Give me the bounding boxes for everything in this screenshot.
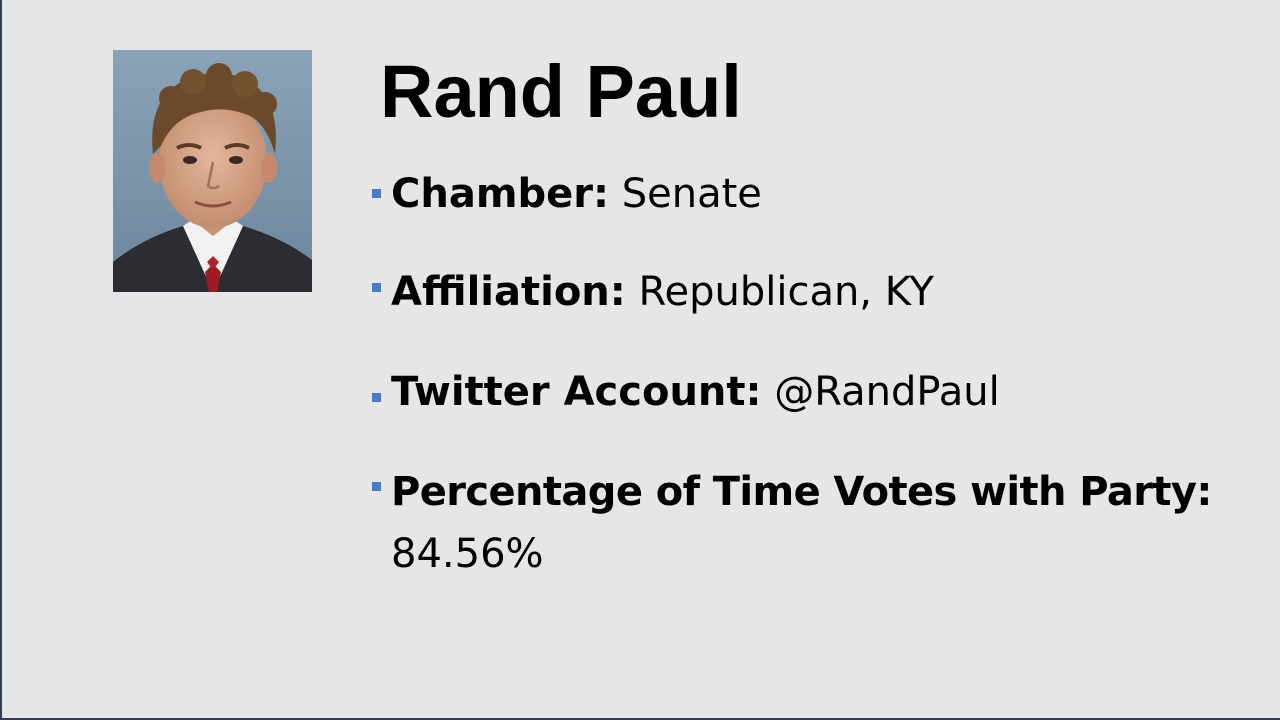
portrait-photo	[113, 50, 312, 292]
bullet-value: Republican, KY	[638, 269, 934, 315]
bullet-value: Senate	[621, 171, 762, 217]
bullet-label: Percentage of Time Votes with Party:	[391, 469, 1212, 515]
square-bullet-icon	[372, 482, 381, 491]
list-item-twitter-account: Twitter Account: @RandPaul	[370, 361, 1250, 423]
list-item-chamber: Chamber: Senate	[370, 163, 1250, 225]
bullet-label: Affiliation:	[391, 269, 626, 315]
square-bullet-icon	[372, 189, 381, 198]
page-title: Rand Paul	[380, 50, 742, 133]
square-bullet-icon	[372, 393, 381, 402]
bullet-value: @RandPaul	[774, 369, 1000, 415]
list-item-affiliation: Affiliation: Republican, KY	[370, 261, 1250, 323]
bullet-value: 84.56%	[391, 531, 544, 577]
square-bullet-icon	[372, 283, 381, 292]
list-item-party-vote-percentage: Percentage of Time Votes with Party: 84.5…	[370, 461, 1250, 585]
bullet-label: Chamber:	[391, 171, 609, 217]
bullet-label: Twitter Account:	[391, 369, 762, 415]
